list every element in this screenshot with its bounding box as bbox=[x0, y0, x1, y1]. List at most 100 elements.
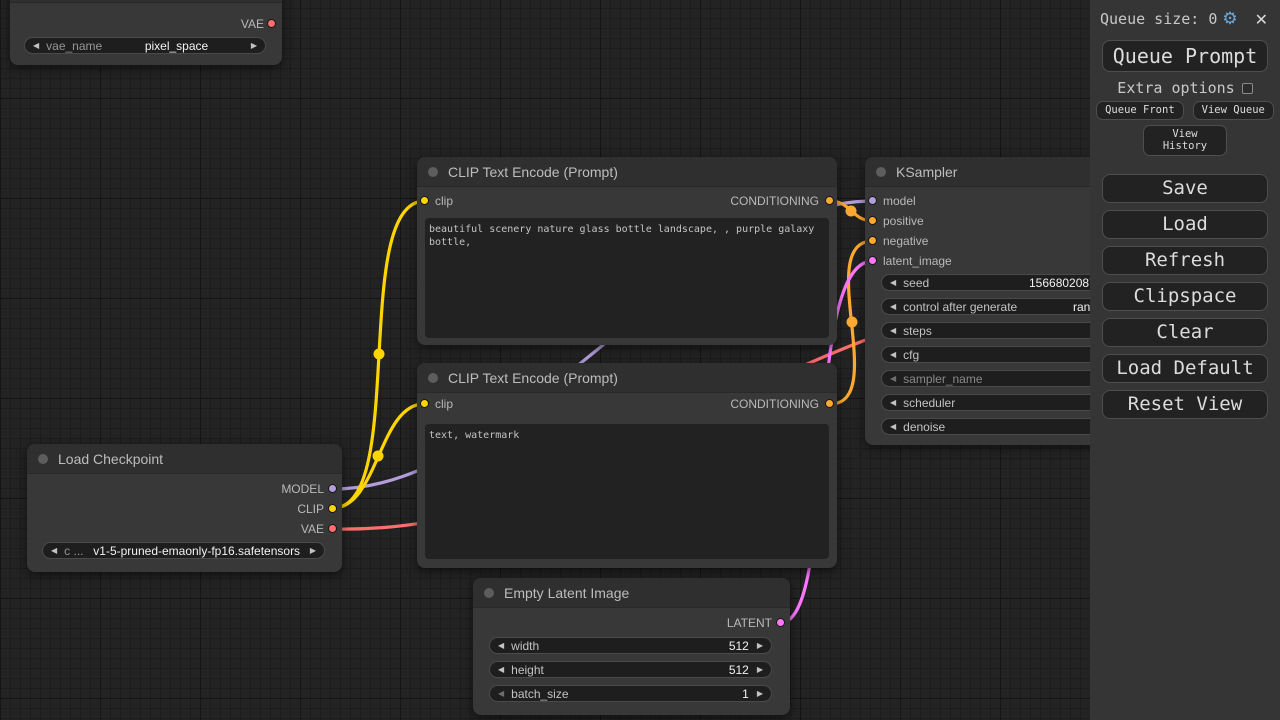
increment-arrow-icon[interactable]: ▶ bbox=[756, 665, 763, 674]
output-label: VAE bbox=[240, 17, 264, 31]
extra-options-checkbox[interactable] bbox=[1241, 82, 1253, 94]
node-clip-text-encode-negative[interactable]: CLIP Text Encode (Prompt) clip CONDITION… bbox=[417, 363, 837, 568]
link-dot bbox=[845, 205, 857, 217]
widget-label: width bbox=[511, 638, 540, 653]
positive-input-port[interactable] bbox=[868, 216, 877, 225]
node-title-bar[interactable]: CLIP Text Encode (Prompt) bbox=[417, 363, 837, 393]
output-slot-latent: LATENT bbox=[473, 613, 790, 633]
view-queue-button[interactable]: View Queue bbox=[1192, 101, 1274, 120]
height-widget[interactable]: ◀ height 512 ▶ bbox=[489, 661, 772, 678]
load-default-button[interactable]: Load Default bbox=[1102, 354, 1268, 383]
node-title: CLIP Text Encode (Prompt) bbox=[448, 163, 618, 180]
decrement-arrow-icon[interactable]: ◀ bbox=[890, 374, 897, 383]
input-label: positive bbox=[883, 214, 924, 228]
widget-value: 512 bbox=[728, 638, 749, 653]
increment-arrow-icon[interactable]: ▶ bbox=[250, 41, 257, 50]
width-widget[interactable]: ◀ width 512 ▶ bbox=[489, 637, 772, 654]
clip-input-port[interactable] bbox=[420, 196, 429, 205]
settings-gear-icon[interactable]: ⚙ bbox=[1222, 9, 1238, 29]
output-label: CONDITIONING bbox=[730, 397, 819, 411]
node-empty-latent-image[interactable]: Empty Latent Image LATENT ◀ width 512 ▶ … bbox=[473, 578, 790, 715]
node-title-bar[interactable]: Empty Latent Image bbox=[473, 578, 790, 608]
input-slot-negative: negative bbox=[865, 231, 1158, 251]
clip-output-port[interactable] bbox=[328, 504, 337, 513]
prompt-textarea[interactable]: beautiful scenery nature glass bottle la… bbox=[425, 218, 829, 338]
decrement-arrow-icon[interactable]: ◀ bbox=[498, 689, 505, 698]
decrement-arrow-icon[interactable]: ◀ bbox=[33, 41, 40, 50]
latent-image-input-port[interactable] bbox=[868, 256, 877, 265]
decrement-arrow-icon[interactable]: ◀ bbox=[890, 422, 897, 431]
output-label: LATENT bbox=[726, 616, 772, 630]
output-label: MODEL bbox=[281, 482, 324, 496]
decrement-arrow-icon[interactable]: ◀ bbox=[890, 278, 897, 287]
negative-input-port[interactable] bbox=[868, 236, 877, 245]
node-collapse-dot[interactable] bbox=[38, 453, 48, 464]
widget-label: c ... bbox=[64, 543, 84, 558]
queue-size-label: Queue size: 0 bbox=[1100, 10, 1218, 28]
conditioning-output-port[interactable] bbox=[825, 196, 834, 205]
decrement-arrow-icon[interactable]: ◀ bbox=[890, 302, 897, 311]
ckpt-name-widget[interactable]: ◀ c ... v1-5-pruned-emaonly-fp16.safeten… bbox=[42, 542, 325, 559]
view-history-button[interactable]: View History bbox=[1143, 125, 1227, 156]
vae-output-port[interactable] bbox=[328, 524, 337, 533]
vae-output-port[interactable] bbox=[267, 19, 276, 28]
view-history-line: View bbox=[1172, 128, 1198, 140]
output-slot-model: MODEL bbox=[27, 479, 342, 499]
input-label: latent_image bbox=[883, 254, 952, 268]
clip-input-port[interactable] bbox=[420, 399, 429, 408]
view-history-line: History bbox=[1162, 140, 1208, 152]
batch-size-widget[interactable]: ◀ batch_size 1 ▶ bbox=[489, 685, 772, 702]
widget-label: seed bbox=[903, 275, 930, 290]
node-title-bar[interactable] bbox=[10, 0, 282, 3]
decrement-arrow-icon[interactable]: ◀ bbox=[498, 665, 505, 674]
widget-label: height bbox=[511, 662, 544, 677]
close-icon[interactable]: ✕ bbox=[1254, 9, 1268, 29]
widget-label: denoise bbox=[903, 419, 946, 434]
output-label: VAE bbox=[300, 522, 324, 536]
decrement-arrow-icon[interactable]: ◀ bbox=[51, 546, 58, 555]
queue-front-button[interactable]: Queue Front bbox=[1096, 101, 1184, 120]
node-collapse-dot[interactable] bbox=[428, 372, 438, 383]
node-title: KSampler bbox=[896, 163, 958, 180]
node-title: Empty Latent Image bbox=[504, 584, 630, 601]
conditioning-output-port[interactable] bbox=[825, 399, 834, 408]
extra-options-label: Extra options bbox=[1117, 79, 1235, 97]
decrement-arrow-icon[interactable]: ◀ bbox=[890, 350, 897, 359]
increment-arrow-icon[interactable]: ▶ bbox=[756, 641, 763, 650]
node-title-bar[interactable]: Load Checkpoint bbox=[27, 444, 342, 474]
node-title: CLIP Text Encode (Prompt) bbox=[448, 369, 618, 386]
clipspace-button[interactable]: Clipspace bbox=[1102, 282, 1268, 311]
decrement-arrow-icon[interactable]: ◀ bbox=[498, 641, 505, 650]
node-collapse-dot[interactable] bbox=[484, 587, 494, 598]
model-output-port[interactable] bbox=[328, 484, 337, 493]
widget-value: pixel_space bbox=[144, 38, 209, 53]
node-collapse-dot[interactable] bbox=[428, 166, 438, 177]
increment-arrow-icon[interactable]: ▶ bbox=[309, 546, 316, 555]
decrement-arrow-icon[interactable]: ◀ bbox=[890, 398, 897, 407]
clear-button[interactable]: Clear bbox=[1102, 318, 1268, 347]
output-label: CONDITIONING bbox=[730, 194, 819, 208]
node-title-bar[interactable]: CLIP Text Encode (Prompt) bbox=[417, 157, 837, 187]
node-clip-text-encode-positive[interactable]: CLIP Text Encode (Prompt) clip CONDITION… bbox=[417, 157, 837, 345]
widget-label: control after generate bbox=[903, 299, 1018, 314]
input-slot-positive: positive bbox=[865, 211, 1158, 231]
comfy-menu-panel: Queue size: 0 ⚙ ✕ Queue Prompt Extra opt… bbox=[1090, 0, 1280, 720]
node-collapse-dot[interactable] bbox=[876, 166, 886, 177]
refresh-button[interactable]: Refresh bbox=[1102, 246, 1268, 275]
reset-view-button[interactable]: Reset View bbox=[1102, 390, 1268, 419]
model-input-port[interactable] bbox=[868, 196, 877, 205]
prompt-textarea[interactable]: text, watermark bbox=[425, 424, 829, 559]
node-vae-loader[interactable]: VAE ◀ vae_name pixel_space ▶ bbox=[10, 0, 282, 65]
input-label: negative bbox=[883, 234, 929, 248]
vae-name-widget[interactable]: ◀ vae_name pixel_space ▶ bbox=[24, 37, 266, 54]
node-load-checkpoint[interactable]: Load Checkpoint MODEL CLIP VAE ◀ c ... v… bbox=[27, 444, 342, 572]
decrement-arrow-icon[interactable]: ◀ bbox=[890, 326, 897, 335]
widget-value: 512 bbox=[728, 662, 749, 677]
output-slot-conditioning: CONDITIONING bbox=[417, 191, 837, 211]
load-button[interactable]: Load bbox=[1102, 210, 1268, 239]
latent-output-port[interactable] bbox=[776, 618, 785, 627]
save-button[interactable]: Save bbox=[1102, 174, 1268, 203]
increment-arrow-icon[interactable]: ▶ bbox=[756, 689, 763, 698]
queue-prompt-button[interactable]: Queue Prompt bbox=[1102, 40, 1268, 72]
